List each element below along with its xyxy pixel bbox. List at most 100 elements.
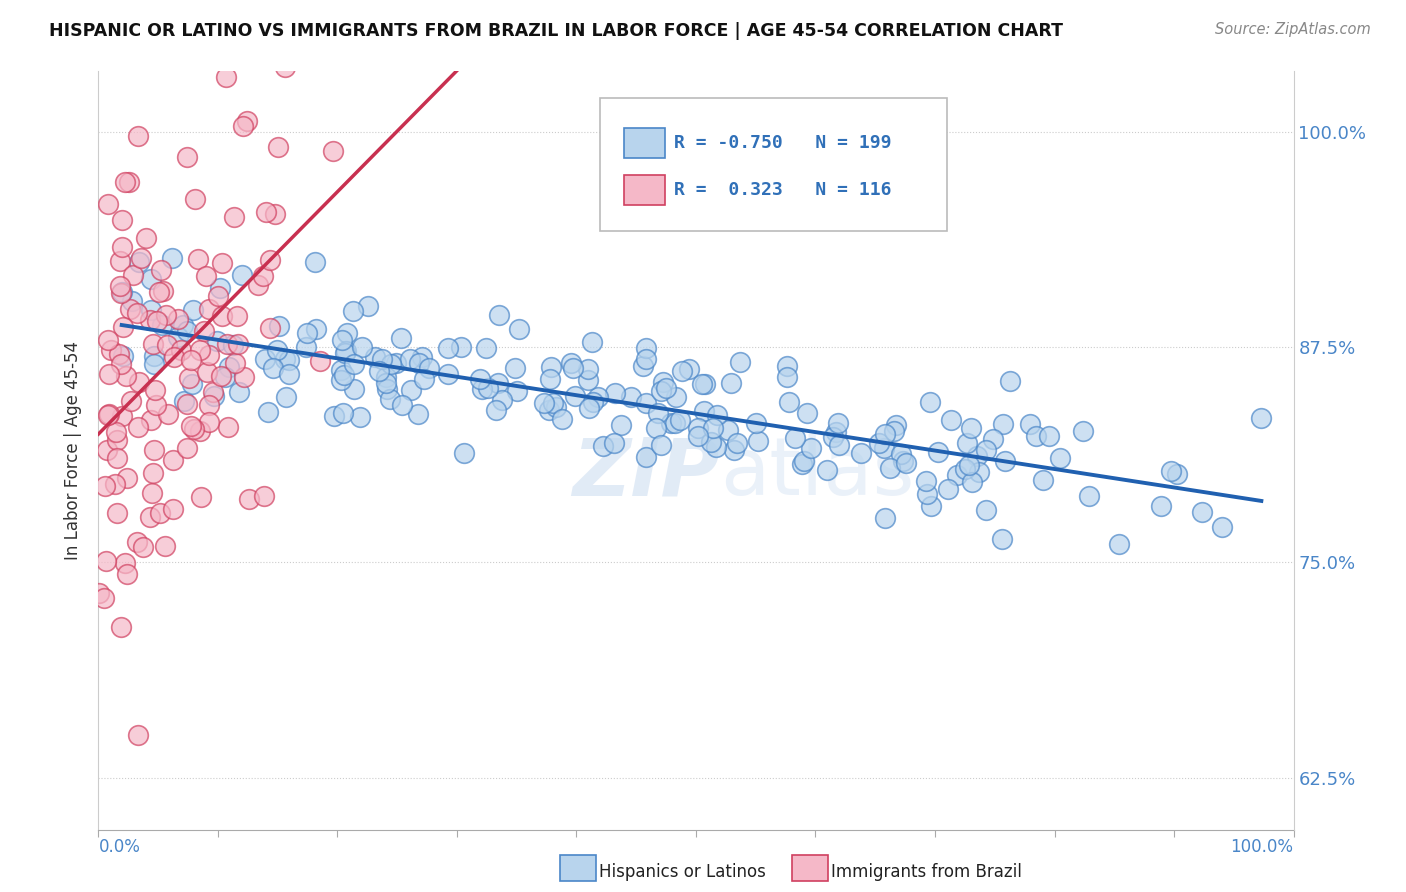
Point bbox=[105, 425, 128, 439]
Point bbox=[533, 396, 555, 410]
Point bbox=[349, 409, 371, 424]
Point bbox=[389, 330, 412, 344]
Point bbox=[650, 384, 672, 398]
Point bbox=[815, 463, 838, 477]
Point bbox=[152, 284, 174, 298]
Point bbox=[399, 352, 422, 367]
Point bbox=[224, 210, 246, 224]
Point bbox=[141, 38, 163, 53]
Text: Hispanics or Latinos: Hispanics or Latinos bbox=[599, 863, 766, 881]
Point bbox=[143, 357, 166, 371]
Point bbox=[693, 376, 716, 391]
Point bbox=[960, 475, 983, 489]
Point bbox=[135, 231, 157, 245]
Point bbox=[157, 407, 180, 421]
Point bbox=[173, 318, 195, 332]
Point bbox=[1160, 463, 1182, 477]
FancyBboxPatch shape bbox=[624, 175, 665, 205]
Point bbox=[991, 417, 1014, 431]
Point bbox=[107, 346, 129, 360]
Point bbox=[205, 334, 228, 348]
Point bbox=[117, 471, 139, 485]
Point bbox=[155, 308, 177, 322]
Point bbox=[412, 371, 434, 385]
Point bbox=[94, 479, 117, 493]
Point bbox=[686, 421, 709, 435]
Point bbox=[228, 384, 250, 399]
Point bbox=[665, 390, 688, 404]
Point bbox=[688, 429, 710, 443]
Point bbox=[821, 430, 844, 444]
Point bbox=[329, 363, 352, 377]
Point bbox=[873, 510, 896, 524]
Point bbox=[253, 351, 276, 366]
Point bbox=[97, 408, 120, 422]
Point bbox=[915, 487, 938, 501]
Point bbox=[305, 322, 328, 336]
Point bbox=[188, 343, 211, 357]
Point bbox=[110, 357, 132, 371]
Text: Immigrants from Brazil: Immigrants from Brazil bbox=[831, 863, 1022, 881]
Point bbox=[114, 175, 136, 189]
Point bbox=[634, 341, 657, 355]
FancyBboxPatch shape bbox=[624, 128, 665, 158]
Point bbox=[668, 413, 690, 427]
Point bbox=[186, 252, 208, 266]
Point bbox=[634, 351, 657, 366]
Point bbox=[127, 728, 149, 742]
Point bbox=[218, 360, 240, 375]
Point bbox=[170, 343, 193, 358]
Point bbox=[581, 334, 603, 349]
Point bbox=[785, 431, 807, 445]
Point bbox=[295, 326, 318, 341]
Point bbox=[453, 446, 475, 460]
Point bbox=[143, 349, 166, 363]
Point bbox=[188, 425, 211, 439]
Point bbox=[141, 486, 163, 500]
Point bbox=[747, 434, 769, 448]
Point bbox=[142, 336, 165, 351]
Point bbox=[156, 338, 179, 352]
Point bbox=[333, 368, 356, 382]
Point bbox=[252, 269, 274, 284]
Point bbox=[122, 268, 145, 282]
Text: atlas: atlas bbox=[720, 434, 914, 512]
Point bbox=[254, 204, 277, 219]
Point bbox=[112, 349, 135, 363]
Point bbox=[920, 500, 942, 514]
Point bbox=[1211, 520, 1233, 534]
Point bbox=[560, 356, 582, 370]
Point bbox=[605, 386, 627, 401]
Point bbox=[105, 506, 128, 520]
Point bbox=[163, 351, 186, 365]
Point bbox=[226, 309, 249, 323]
Point bbox=[873, 441, 896, 455]
Point bbox=[111, 212, 134, 227]
Point bbox=[825, 425, 848, 440]
Point bbox=[723, 442, 745, 457]
Point bbox=[162, 502, 184, 516]
Point bbox=[202, 389, 225, 403]
Point bbox=[209, 369, 232, 384]
Point bbox=[217, 337, 239, 351]
Point bbox=[936, 482, 959, 496]
Point bbox=[869, 436, 891, 450]
Point bbox=[564, 389, 586, 403]
Point bbox=[198, 349, 221, 363]
Point bbox=[576, 373, 599, 387]
Point bbox=[277, 367, 299, 381]
Point bbox=[659, 417, 682, 431]
Point bbox=[173, 394, 195, 409]
Point bbox=[139, 509, 162, 524]
Point bbox=[610, 418, 633, 433]
Point bbox=[259, 253, 281, 268]
Point bbox=[277, 353, 299, 368]
Point bbox=[333, 345, 356, 359]
Text: 0.0%: 0.0% bbox=[98, 838, 141, 856]
Point bbox=[236, 114, 259, 128]
Point bbox=[636, 450, 658, 465]
Point bbox=[104, 477, 127, 491]
Point bbox=[111, 409, 134, 424]
Point bbox=[211, 255, 233, 269]
Point bbox=[110, 279, 132, 293]
